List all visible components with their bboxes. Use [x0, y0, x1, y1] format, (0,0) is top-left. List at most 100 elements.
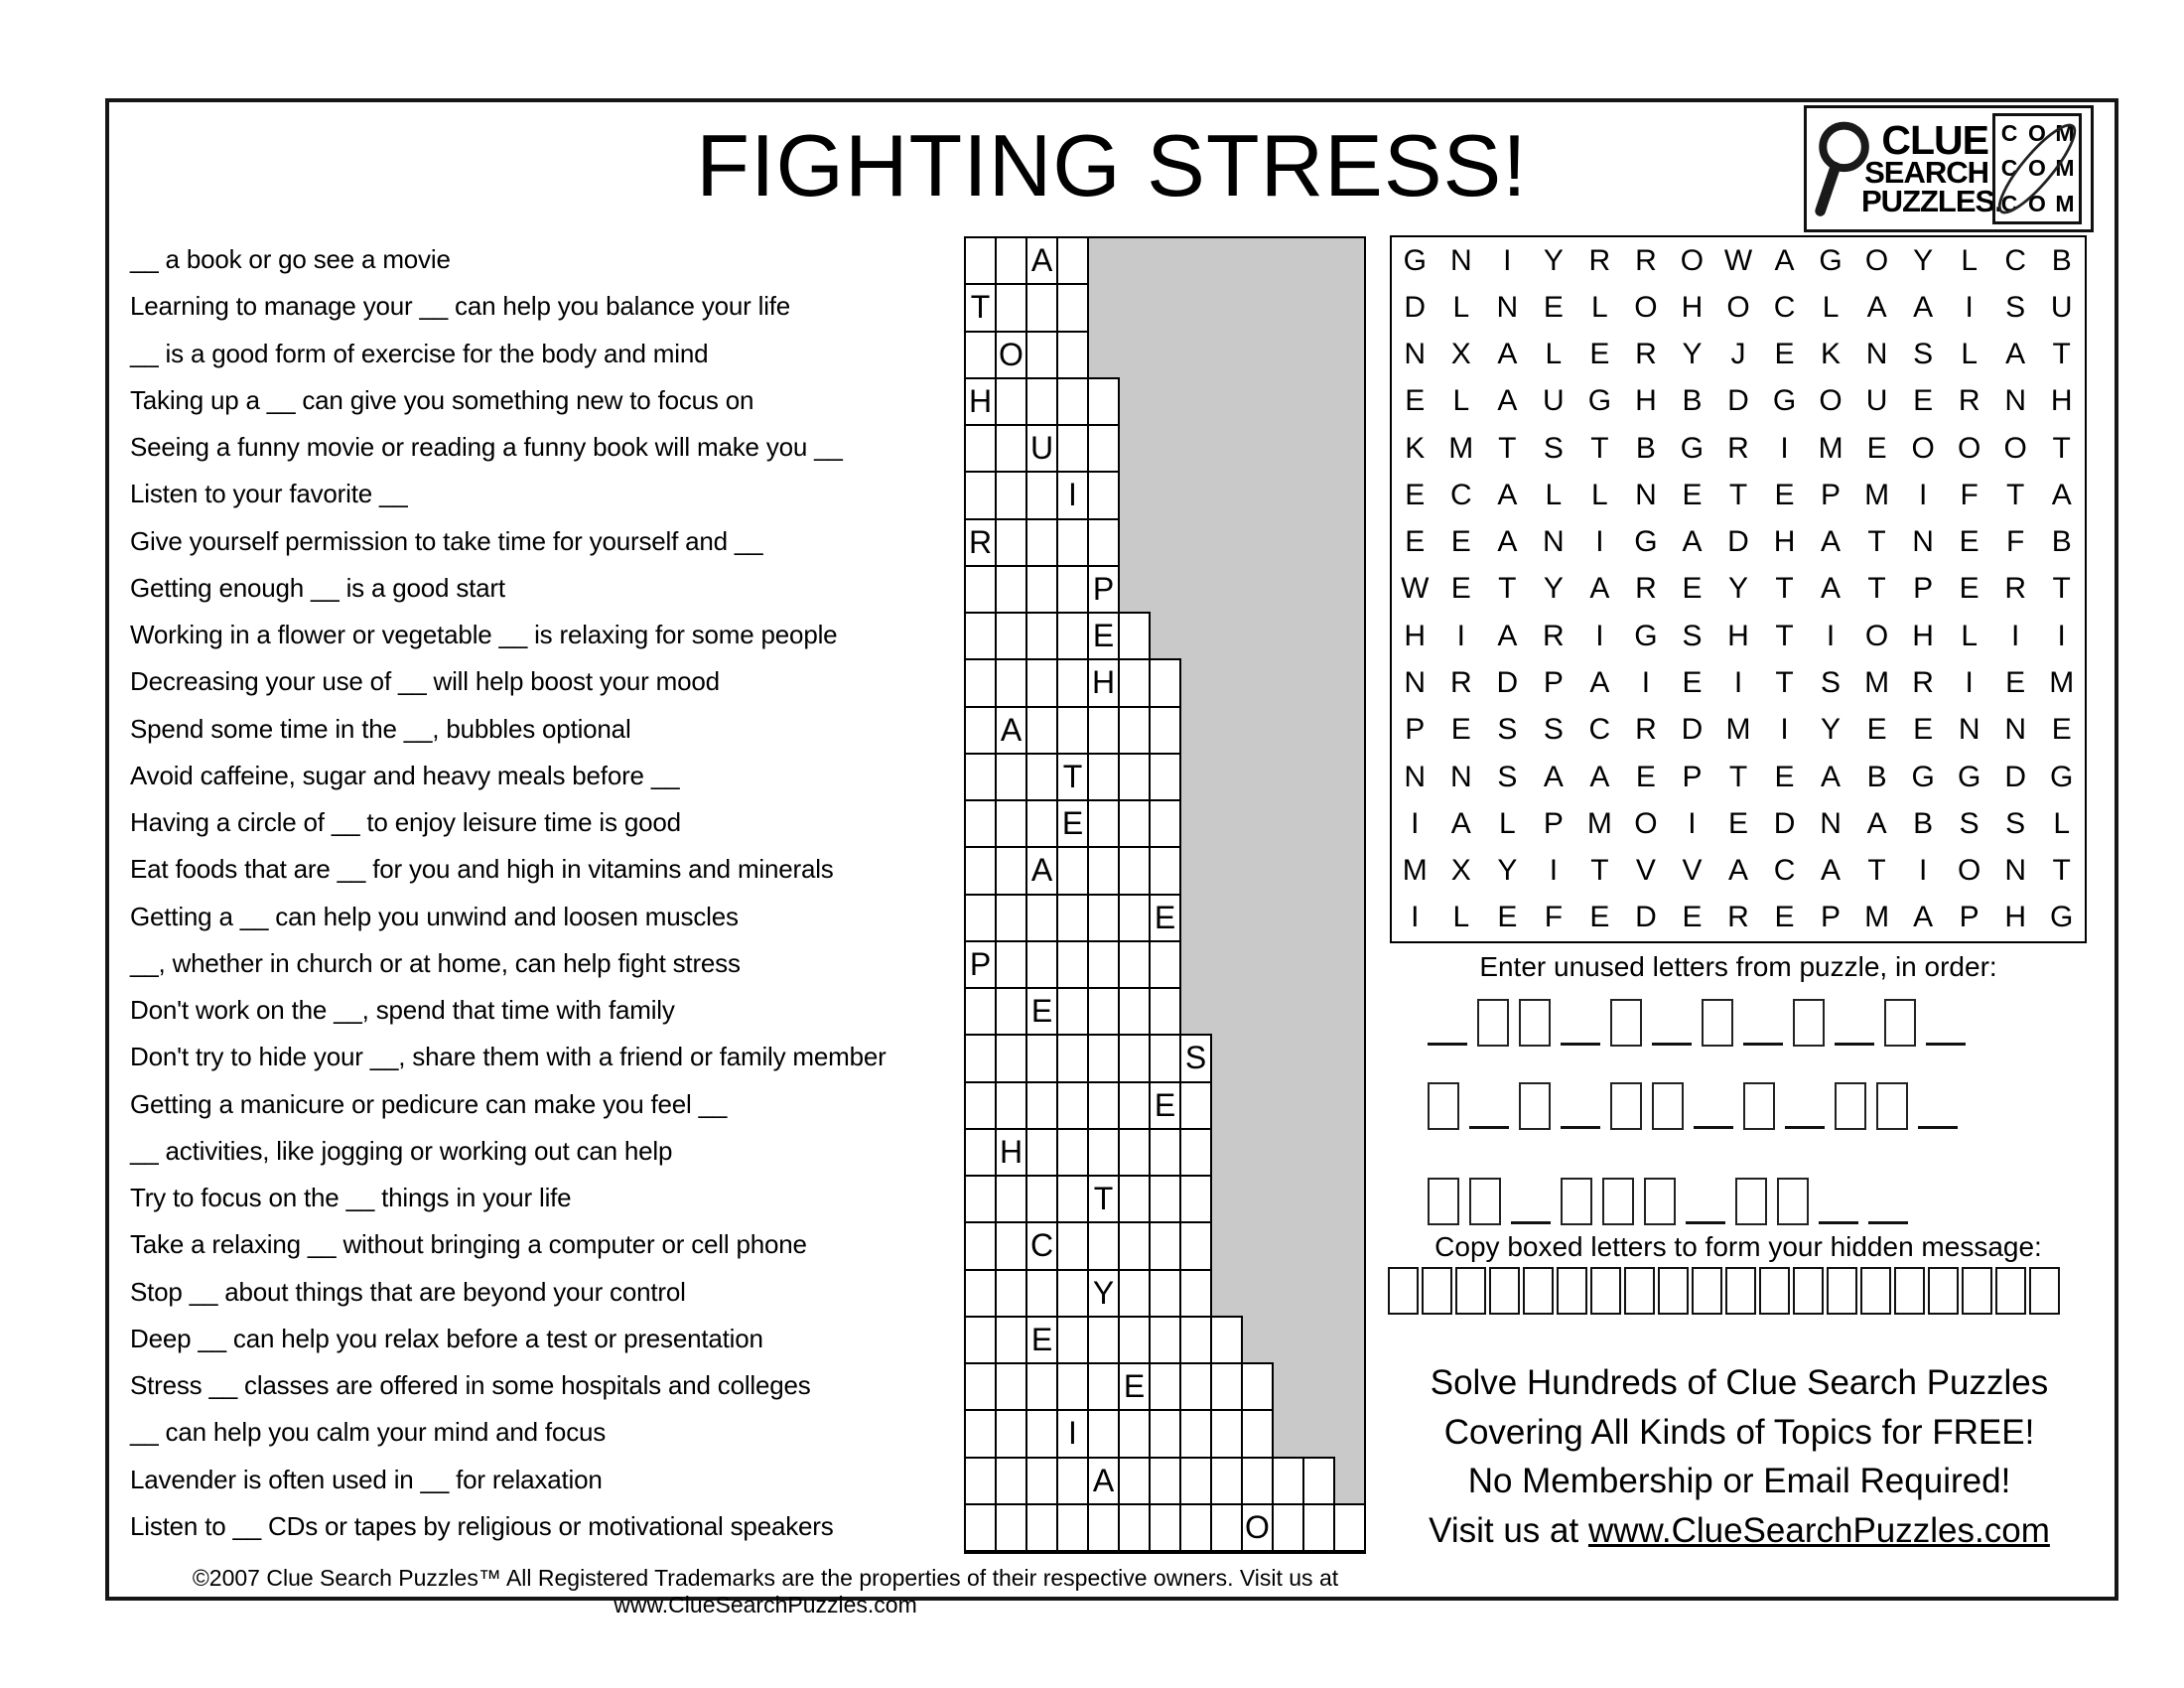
crossword-cell[interactable] [964, 330, 997, 379]
crossword-cell[interactable] [1087, 424, 1120, 474]
wordsearch-letter[interactable]: I [1411, 901, 1420, 934]
crossword-cell[interactable] [1149, 987, 1181, 1037]
crossword-cell[interactable] [995, 1502, 1027, 1552]
wordsearch-letter[interactable]: E [1405, 384, 1426, 418]
crossword-cell[interactable] [1118, 1502, 1151, 1552]
wordsearch-letter[interactable]: A [1497, 338, 1518, 371]
crossword-cell[interactable] [1179, 1315, 1212, 1364]
crossword-cell[interactable] [1333, 1502, 1366, 1552]
answer-letter-box[interactable] [1610, 1082, 1642, 1130]
wordsearch-letter[interactable]: A [1589, 666, 1610, 700]
crossword-cell[interactable]: H [1087, 658, 1120, 708]
wordsearch-letter[interactable]: Y [1682, 338, 1703, 371]
crossword-cell[interactable] [1179, 1080, 1212, 1130]
wordsearch-letter[interactable]: M [1402, 854, 1428, 888]
hidden-message-box[interactable] [1422, 1267, 1452, 1315]
wordsearch-letter[interactable]: T [2052, 431, 2071, 465]
wordsearch-letter[interactable]: N [1912, 525, 1934, 559]
wordsearch-letter[interactable]: B [1913, 806, 1934, 840]
crossword-cell[interactable] [1118, 1268, 1151, 1318]
wordsearch-letter[interactable]: M [1586, 806, 1612, 840]
crossword-cell[interactable] [964, 893, 997, 942]
wordsearch-letter[interactable]: G [1957, 760, 1981, 793]
wordsearch-letter[interactable]: E [1682, 478, 1703, 511]
hidden-message-box[interactable] [1489, 1267, 1520, 1315]
wordsearch-letter[interactable]: T [2052, 572, 2071, 606]
wordsearch-letter[interactable]: L [1545, 478, 1563, 511]
crossword-cell[interactable] [1087, 1409, 1120, 1459]
crossword-cell[interactable] [1179, 1362, 1212, 1412]
wordsearch-letter[interactable]: E [1913, 713, 1934, 747]
wordsearch-letter[interactable]: G [2050, 760, 2074, 793]
wordsearch-letter[interactable]: I [1780, 713, 1789, 747]
answer-letter-box[interactable] [1835, 1082, 1866, 1130]
wordsearch-letter[interactable]: S [2005, 806, 2026, 840]
hidden-message-box[interactable] [1793, 1267, 1824, 1315]
crossword-cell[interactable] [1118, 1315, 1151, 1364]
wordsearch-letter[interactable]: E [1589, 901, 1610, 934]
hidden-message-box[interactable] [1692, 1267, 1722, 1315]
crossword-cell[interactable] [1056, 1127, 1089, 1177]
wordsearch-letter[interactable]: L [1822, 290, 1840, 324]
crossword-cell[interactable] [1149, 846, 1181, 896]
crossword-cell[interactable] [1179, 1175, 1212, 1224]
wordsearch-letter[interactable]: C [1773, 854, 1796, 888]
wordsearch-letter[interactable]: F [1544, 901, 1564, 934]
crossword-cell[interactable] [995, 1080, 1027, 1130]
wordsearch-letter[interactable]: T [1775, 572, 1794, 606]
crossword-cell[interactable] [1118, 1221, 1151, 1271]
crossword-cell[interactable]: H [964, 376, 997, 426]
crossword-cell[interactable] [995, 799, 1027, 849]
crossword-cell[interactable]: A [995, 705, 1027, 755]
wordsearch-letter[interactable]: G [1680, 431, 1705, 465]
wordsearch-letter[interactable]: I [1549, 854, 1559, 888]
crossword-cell[interactable] [995, 1175, 1027, 1224]
crossword-cell[interactable]: C [1025, 1221, 1058, 1271]
crossword-cell[interactable] [1087, 705, 1120, 755]
answer-letter-box[interactable] [1428, 1082, 1459, 1130]
wordsearch-letter[interactable]: H [1727, 619, 1749, 652]
wordsearch-letter[interactable]: L [2053, 806, 2071, 840]
wordsearch-letter[interactable]: A [1727, 854, 1748, 888]
wordsearch-letter[interactable]: E [1450, 525, 1471, 559]
crossword-cell[interactable] [1056, 1080, 1089, 1130]
wordsearch-letter[interactable]: B [1866, 760, 1887, 793]
wordsearch-letter[interactable]: N [2004, 384, 2027, 418]
crossword-cell[interactable] [1272, 1456, 1304, 1505]
wordsearch-letter[interactable]: I [2011, 619, 2020, 652]
wordsearch-letter[interactable]: V [1635, 854, 1656, 888]
crossword-cell[interactable] [1025, 1409, 1058, 1459]
wordsearch-letter[interactable]: I [1641, 666, 1651, 700]
hidden-message-box[interactable] [1523, 1267, 1554, 1315]
crossword-cell[interactable] [1179, 1127, 1212, 1177]
answer-letter-box[interactable] [1644, 1178, 1676, 1225]
wordsearch-letter[interactable]: O [1911, 431, 1935, 465]
wordsearch-letter[interactable]: M [1448, 431, 1474, 465]
wordsearch-letter[interactable]: I [1918, 854, 1928, 888]
wordsearch-letter[interactable]: S [1913, 338, 1934, 371]
wordsearch-letter[interactable]: E [1682, 666, 1703, 700]
crossword-cell[interactable] [1210, 1409, 1243, 1459]
hidden-message-box[interactable] [1759, 1267, 1790, 1315]
wordsearch-letter[interactable]: U [2050, 290, 2073, 324]
crossword-cell[interactable]: T [964, 283, 997, 333]
wordsearch-letter[interactable]: E [2005, 666, 2026, 700]
wordsearch-letter[interactable]: R [1635, 572, 1657, 606]
crossword-cell[interactable] [1149, 1127, 1181, 1177]
crossword-cell[interactable] [1087, 1502, 1120, 1552]
wordsearch-letter[interactable]: D [1635, 901, 1657, 934]
wordsearch-letter[interactable]: C [2004, 243, 2027, 277]
crossword-cell[interactable] [1056, 658, 1089, 708]
wordsearch-letter[interactable]: G [1403, 243, 1427, 277]
crossword-cell[interactable] [964, 1221, 997, 1271]
crossword-cell[interactable] [1118, 1409, 1151, 1459]
wordsearch-letter[interactable]: A [1821, 854, 1842, 888]
hidden-message-box[interactable] [1388, 1267, 1419, 1315]
wordsearch-letter[interactable]: O [1680, 243, 1705, 277]
answer-letter-box[interactable] [1428, 1178, 1459, 1225]
wordsearch-letter[interactable]: A [1589, 572, 1610, 606]
answer-letter-box[interactable] [1884, 999, 1916, 1047]
wordsearch-letter[interactable]: I [1826, 619, 1836, 652]
wordsearch-letter[interactable]: I [1780, 431, 1789, 465]
crossword-cell[interactable] [1056, 1268, 1089, 1318]
